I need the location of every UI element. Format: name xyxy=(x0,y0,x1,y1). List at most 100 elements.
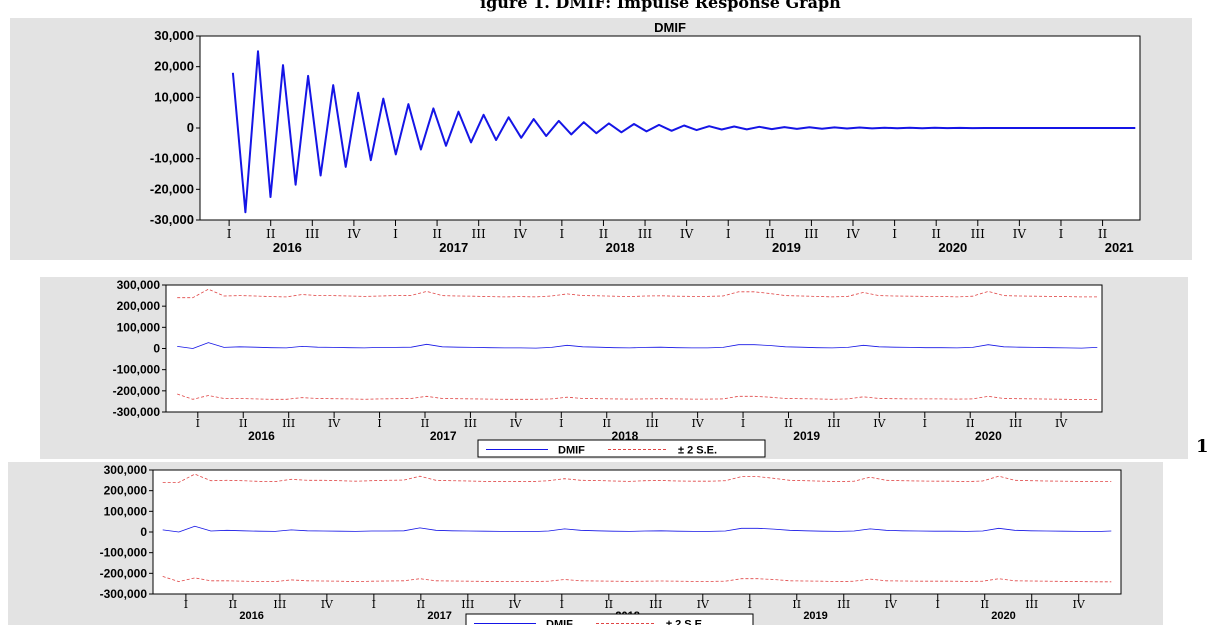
x-quarter-label: I xyxy=(748,598,752,611)
y-tick-label: 30,000 xyxy=(154,28,194,43)
x-quarter-label: I xyxy=(227,227,232,241)
legend-box xyxy=(477,439,766,458)
x-quarter-label: II xyxy=(229,598,238,611)
x-quarter-label: II xyxy=(266,227,276,241)
x-quarter-label: II xyxy=(599,227,609,241)
plot-area xyxy=(165,284,1103,413)
y-tick-label: -30,000 xyxy=(150,212,194,227)
x-quarter-label: I xyxy=(377,417,381,430)
x-quarter-label: IV xyxy=(1013,227,1027,241)
x-year-label: 2021 xyxy=(1105,240,1134,255)
chart-panel-dmif-top: DMIF 30,000 20,000 10,000 0 -10,000 -20,000 -30… xyxy=(10,18,1192,260)
y-tick-label: 300,000 xyxy=(104,463,148,477)
y-tick-label: -200,000 xyxy=(100,566,148,580)
x-quarter-label: I xyxy=(372,598,376,611)
x-quarter-label: IV xyxy=(1055,417,1068,430)
x-quarter-label: III xyxy=(461,598,474,611)
x-year-label: 2020 xyxy=(938,240,967,255)
y-tick-label: 0 xyxy=(140,525,147,539)
x-quarter-label: III xyxy=(472,227,486,241)
chart-panel-dmif-middle: 300,000 200,000 100,000 0 -100,000 -200,000 -3… xyxy=(40,277,1188,459)
y-tick-label: -100,000 xyxy=(100,546,148,560)
x-quarter-label: III xyxy=(827,417,840,430)
x-quarter-label: III xyxy=(305,227,319,241)
y-tick-label: 0 xyxy=(187,120,194,135)
x-quarter-label: IV xyxy=(1073,598,1086,611)
page-header-fragment: igure 1. DMIF: Impulse Response Graph xyxy=(480,0,841,12)
x-quarter-label: I xyxy=(560,598,564,611)
series-se-band-line xyxy=(177,393,1098,400)
x-quarter-label: II xyxy=(239,417,248,430)
y-tick-label: -100,000 xyxy=(113,363,161,377)
x-year-label: 2020 xyxy=(975,429,1002,443)
x-quarter-label: III xyxy=(971,227,985,241)
x-year-label: 2017 xyxy=(439,240,468,255)
x-quarter-label: I xyxy=(559,417,563,430)
x-quarter-label: III xyxy=(804,227,818,241)
x-quarter-label: III xyxy=(638,227,652,241)
y-tick-label: -300,000 xyxy=(100,587,148,601)
legend-label-dmif: DMIF xyxy=(546,619,573,625)
page-number: 1 xyxy=(1196,436,1209,457)
x-quarter-label: IV xyxy=(509,598,522,611)
series-dmif-line xyxy=(177,342,1098,349)
x-quarter-label: III xyxy=(649,598,662,611)
y-tick-label: 300,000 xyxy=(117,278,161,292)
x-quarter-label: II xyxy=(416,598,425,611)
x-quarter-label: I xyxy=(559,227,564,241)
x-quarter-label: IV xyxy=(510,417,523,430)
legend-box xyxy=(465,613,754,625)
y-tick-label: 100,000 xyxy=(117,320,161,334)
x-quarter-label: II xyxy=(1098,227,1108,241)
series-se-band-line xyxy=(162,576,1112,583)
x-quarter-label: III xyxy=(1025,598,1038,611)
x-quarter-label: I xyxy=(196,417,200,430)
y-tick-label: 20,000 xyxy=(154,59,194,74)
x-year-label: 2016 xyxy=(273,240,302,255)
x-year-label: 2016 xyxy=(239,610,263,622)
x-quarter-label: III xyxy=(282,417,295,430)
x-quarter-label: II xyxy=(931,227,941,241)
x-quarter-label: II xyxy=(432,227,442,241)
y-tick-label: -10,000 xyxy=(150,151,194,166)
x-quarter-label: IV xyxy=(347,227,361,241)
x-quarter-label: I xyxy=(1059,227,1064,241)
x-quarter-label: IV xyxy=(846,227,860,241)
x-year-label: 2018 xyxy=(606,240,635,255)
x-quarter-label: II xyxy=(604,598,613,611)
x-year-label: 2020 xyxy=(991,610,1015,622)
x-quarter-label: II xyxy=(792,598,801,611)
legend-label-se: ± 2 S.E. xyxy=(678,445,717,457)
series-dmif-line xyxy=(162,525,1112,533)
x-quarter-label: IV xyxy=(514,227,528,241)
x-quarter-label: I xyxy=(892,227,897,241)
x-quarter-label: II xyxy=(784,417,793,430)
chart-panel-dmif-bottom: 300,000 200,000 100,000 0 -100,000 -200,000 -3… xyxy=(8,462,1163,625)
x-quarter-label: I xyxy=(936,598,940,611)
x-quarter-label: III xyxy=(464,417,477,430)
y-tick-label: -300,000 xyxy=(113,405,161,419)
y-tick-label: 200,000 xyxy=(117,299,161,313)
chart-svg: 300,000 200,000 100,000 0 -100,000 -200,000 -3… xyxy=(40,277,1188,459)
x-quarter-label: II xyxy=(980,598,989,611)
x-quarter-label: II xyxy=(966,417,975,430)
x-quarter-label: II xyxy=(602,417,611,430)
x-quarter-label: III xyxy=(1009,417,1022,430)
x-quarter-label: IV xyxy=(697,598,710,611)
series-se-band-line xyxy=(162,473,1112,483)
x-quarter-label: I xyxy=(184,598,188,611)
x-quarter-label: III xyxy=(273,598,286,611)
chart-svg: 300,000 200,000 100,000 0 -100,000 -200,000 -3… xyxy=(8,462,1163,625)
x-quarter-label: I xyxy=(741,417,745,430)
y-tick-label: 10,000 xyxy=(154,89,194,104)
x-quarter-label: I xyxy=(726,227,731,241)
y-tick-label: -200,000 xyxy=(113,384,161,398)
legend-label-se: ± 2 S.E. xyxy=(666,619,705,625)
chart-svg: DMIF 30,000 20,000 10,000 0 -10,000 -20,000 -30… xyxy=(10,18,1192,260)
legend-label-dmif: DMIF xyxy=(558,445,585,457)
y-tick-label: 200,000 xyxy=(104,484,148,498)
x-year-label: 2019 xyxy=(803,610,827,622)
x-quarter-label: II xyxy=(421,417,430,430)
x-year-label: 2017 xyxy=(427,610,451,622)
x-quarter-label: IV xyxy=(321,598,334,611)
